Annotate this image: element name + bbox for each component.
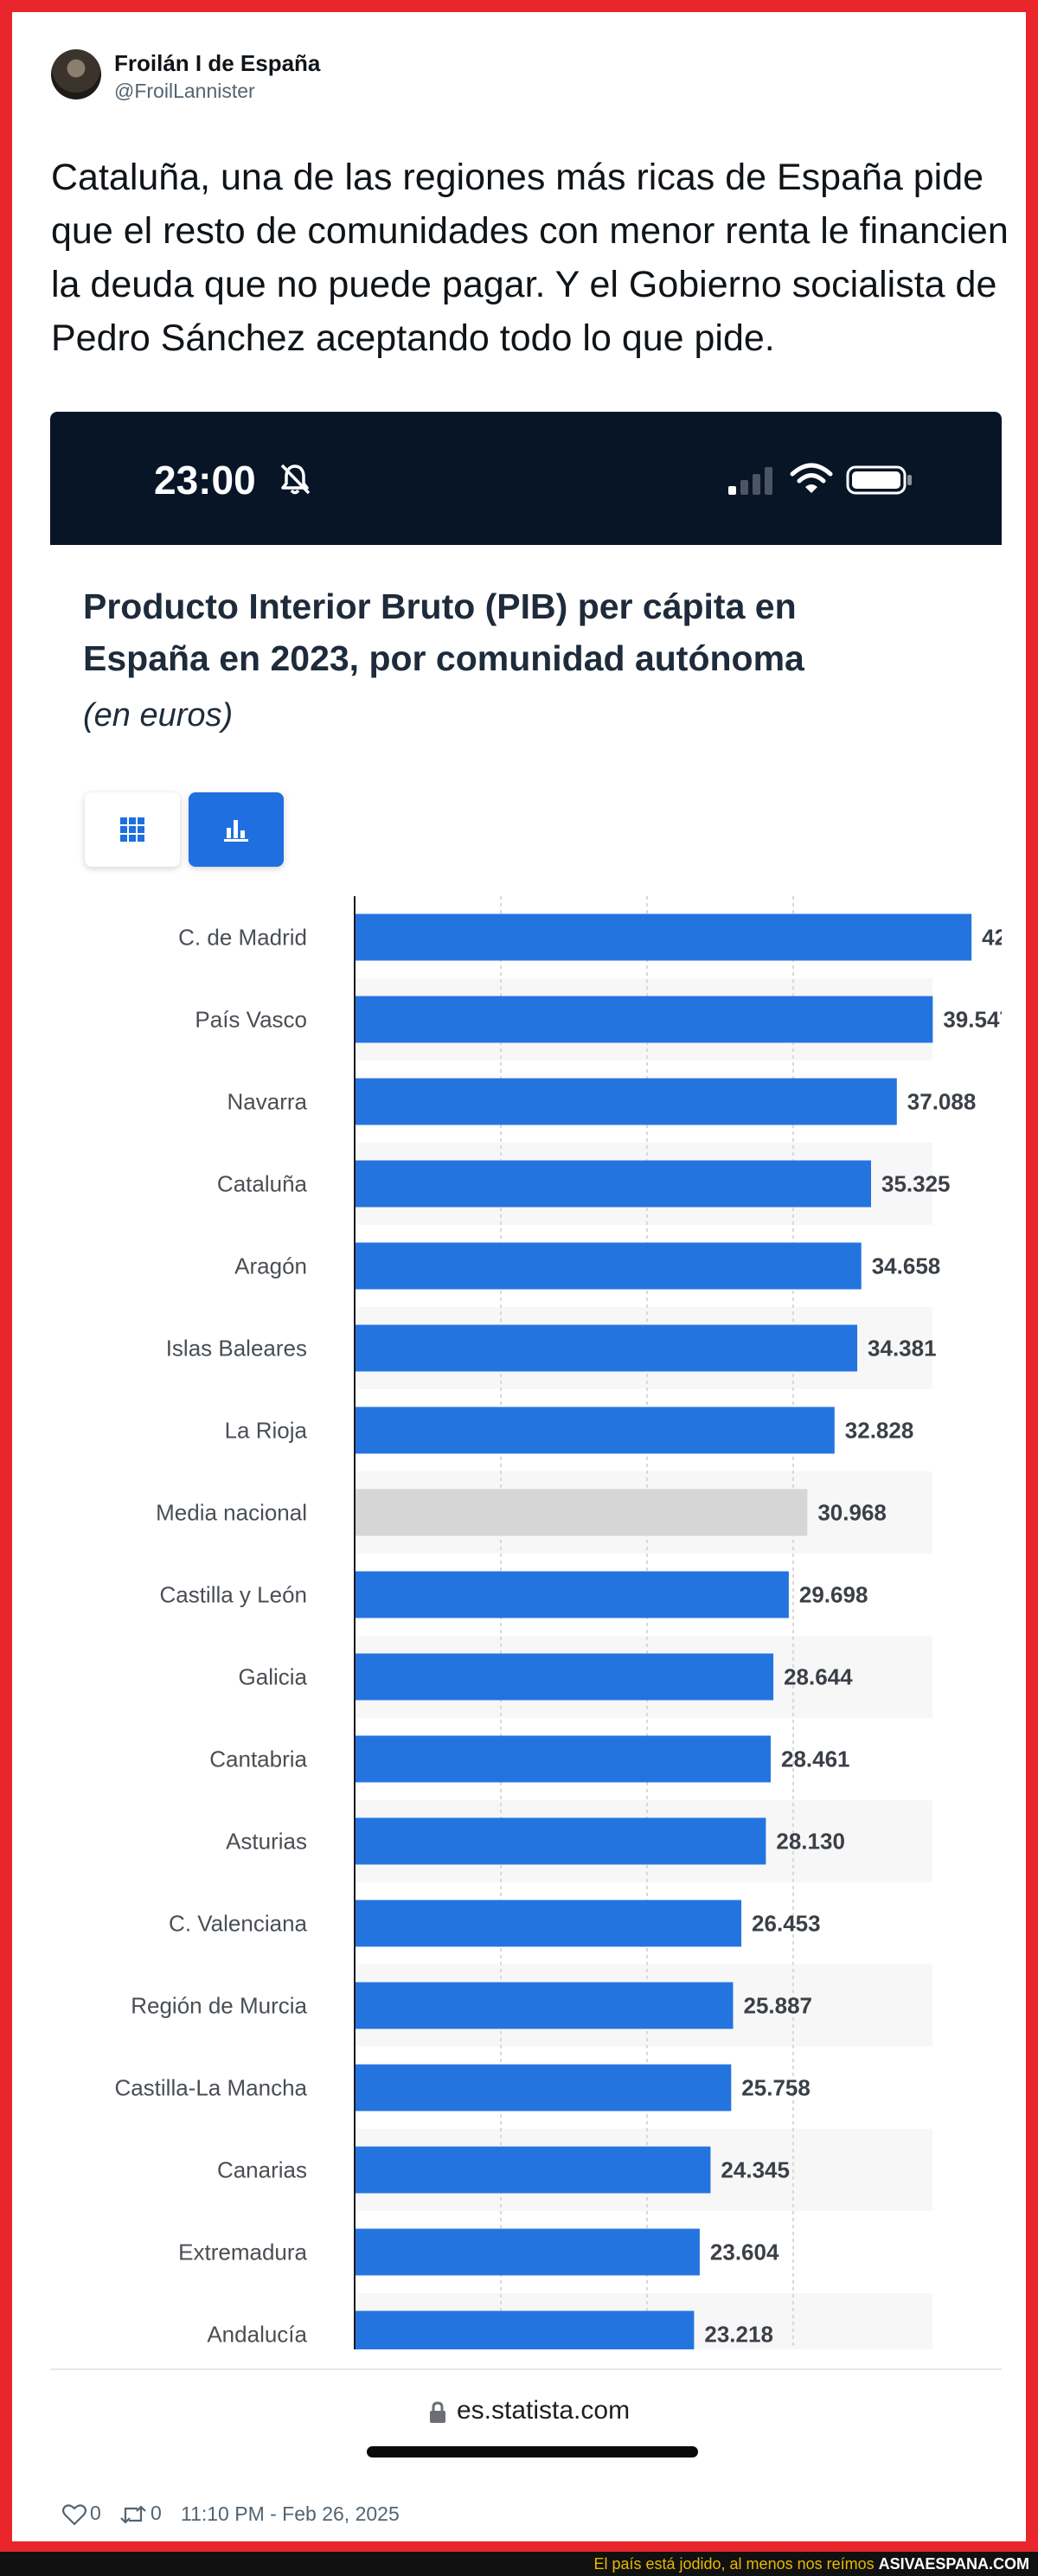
value-label: 34.658 — [872, 1253, 941, 1279]
bar-chart-icon — [224, 820, 248, 842]
url-text[interactable]: es.statista.com — [457, 2396, 631, 2425]
category-label: Cantabria — [209, 1746, 307, 1772]
value-label: 32.828 — [845, 1418, 914, 1444]
bar — [355, 996, 933, 1043]
status-time: 23:00 — [154, 458, 256, 503]
category-label: La Rioja — [225, 1418, 308, 1444]
table-view-button[interactable] — [85, 792, 180, 867]
category-label: Andalucía — [207, 2322, 307, 2348]
value-label: 30.968 — [817, 1500, 887, 1526]
bar — [355, 1653, 774, 1701]
value-label: 42.198 — [982, 925, 1002, 951]
chart-subtitle: (en euros) — [83, 697, 234, 734]
bar — [355, 1982, 734, 2029]
tweet-card: Froilán I de España @FroilLannister Cata… — [12, 12, 1026, 2541]
tweet-text: Cataluña, una de las regiones más ricas … — [51, 157, 1009, 359]
category-label: C. de Madrid — [178, 925, 307, 951]
bar — [355, 1900, 742, 1947]
wifi-icon — [790, 463, 833, 493]
bar — [355, 1407, 835, 1454]
category-label: C. Valenciana — [169, 1911, 307, 1937]
bar — [355, 913, 972, 961]
chart-view-button[interactable] — [189, 792, 284, 867]
category-label: Extremadura — [178, 2240, 307, 2265]
bar — [355, 2064, 732, 2111]
bar — [355, 1078, 897, 1125]
author-handle[interactable]: @FroilLannister — [114, 80, 255, 102]
author-name[interactable]: Froilán I de España — [114, 50, 321, 76]
bar — [355, 1160, 871, 1208]
value-label: 28.130 — [776, 1829, 845, 1855]
value-label: 25.758 — [741, 2075, 811, 2101]
value-label: 28.461 — [781, 1746, 850, 1772]
value-label: 37.088 — [907, 1089, 977, 1115]
value-label: 25.887 — [743, 1993, 812, 2019]
category-label: Castilla y León — [159, 1582, 307, 1608]
value-label: 24.345 — [721, 2157, 790, 2183]
value-label: 28.644 — [784, 1664, 853, 1690]
bar — [355, 2146, 711, 2194]
lock-icon — [430, 2401, 445, 2423]
value-label: 29.698 — [799, 1582, 868, 1608]
bar — [355, 1489, 808, 1536]
category-label: Cataluña — [217, 1171, 308, 1197]
battery-icon — [846, 465, 912, 495]
category-label: Aragón — [234, 1253, 307, 1279]
chart-title: Producto Interior Bruto (PIB) per cápita… — [83, 586, 804, 678]
category-label: Asturias — [226, 1829, 307, 1855]
value-label: 39.547 — [943, 1007, 1002, 1033]
bar — [355, 1735, 771, 1783]
category-label: Canarias — [217, 2157, 307, 2183]
bar — [355, 2228, 700, 2276]
bar — [355, 1242, 862, 1290]
category-label: Media nacional — [156, 1500, 307, 1526]
category-label: Islas Baleares — [166, 1336, 307, 1362]
category-label: País Vasco — [195, 1007, 307, 1033]
retweet-icon[interactable] — [119, 2503, 147, 2526]
banner-site[interactable]: ASIVAESPANA.COM — [878, 2555, 1029, 2573]
value-label: 35.325 — [881, 1171, 951, 1197]
tweet-timestamp[interactable]: 11:10 PM - Feb 26, 2025 — [181, 2502, 400, 2525]
bell-muted-icon — [280, 464, 311, 495]
category-label: Región de Murcia — [131, 1993, 307, 2019]
bar — [355, 2310, 695, 2349]
banner-text: El país está jodido, al menos nos reímos… — [593, 2555, 1029, 2573]
category-label: Navarra — [227, 1089, 308, 1115]
embedded-screenshot[interactable]: 23:00 Producto In — [50, 412, 1002, 2488]
value-label: 23.218 — [704, 2322, 773, 2348]
value-label: 26.453 — [752, 1911, 821, 1937]
phone-status-bar: 23:00 — [50, 412, 1002, 545]
heart-icon[interactable] — [62, 2503, 86, 2526]
retweet-count: 0 — [151, 2502, 162, 2524]
value-label: 23.604 — [710, 2240, 779, 2265]
home-indicator[interactable] — [367, 2446, 698, 2457]
like-count: 0 — [90, 2502, 101, 2524]
category-label: Castilla-La Mancha — [114, 2075, 307, 2101]
value-label: 34.381 — [868, 1336, 937, 1362]
bar-chart: C. de Madrid 42.198 País Vasco 39.547 Navarr… — [114, 896, 1002, 2349]
avatar[interactable] — [51, 49, 101, 99]
category-label: Galicia — [239, 1664, 308, 1690]
site-banner: El país está jodido, al menos nos reímos… — [0, 2552, 1038, 2576]
banner-slogan: El país está jodido, al menos nos reímos — [593, 2555, 875, 2573]
bar — [355, 1571, 789, 1618]
bar — [355, 1324, 858, 1372]
url-bar[interactable]: es.statista.com — [50, 2368, 1002, 2429]
grid-icon — [120, 817, 144, 842]
bar — [355, 1817, 766, 1865]
cellular-signal-icon — [728, 467, 772, 495]
